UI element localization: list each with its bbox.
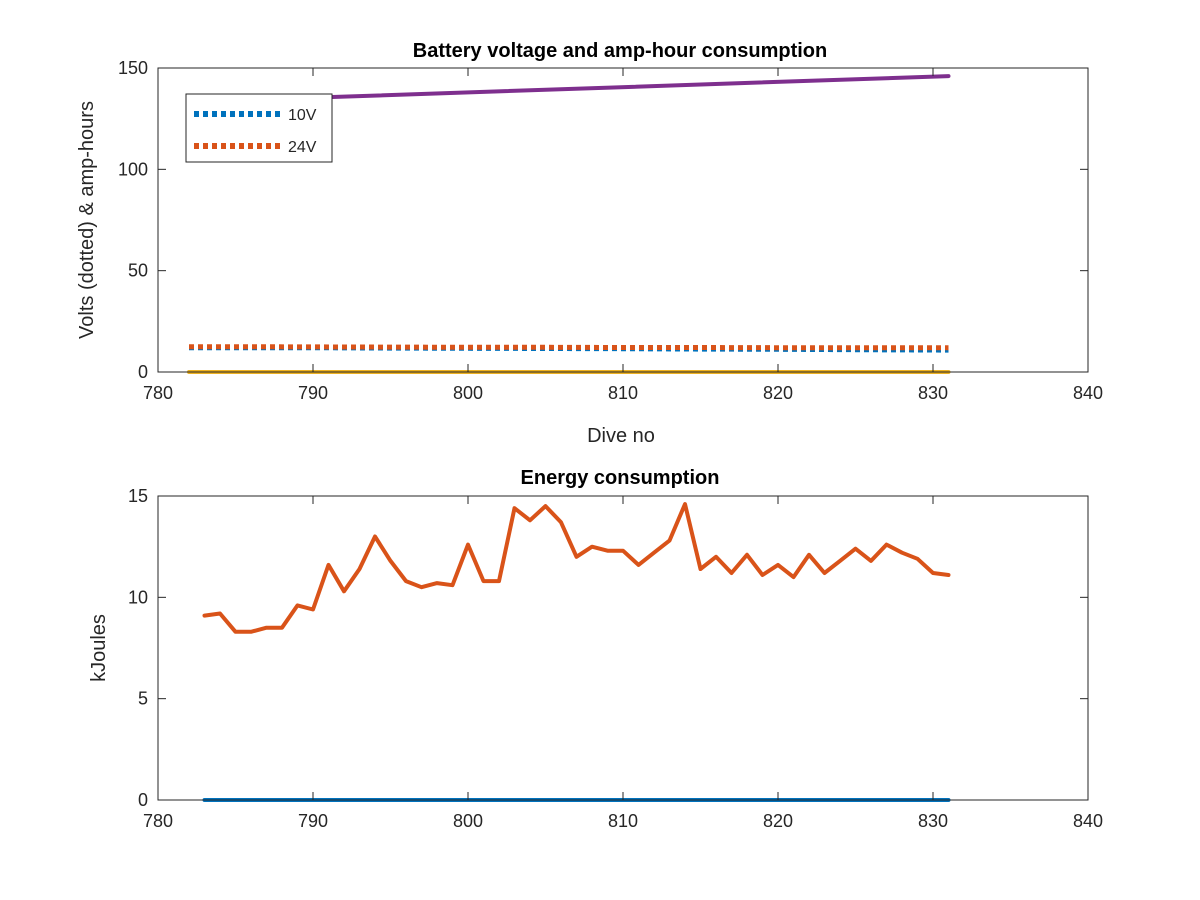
energy-ticks: 780 790 800 810 820 830 840 0 5 10 15: [128, 486, 1103, 831]
battery-series-3-line: [318, 74, 951, 100]
energy-y-tick-label: 10: [128, 587, 148, 607]
battery-x-tick-label: 810: [608, 383, 638, 403]
energy-y-tick-label: 0: [138, 790, 148, 810]
energy-x-tick-label: 790: [298, 811, 328, 831]
legend-box: [185, 93, 333, 163]
energy-chart: Energy consumption 780 790 800 810 820 830 840…: [88, 467, 1103, 831]
battery-x-tick-label: 830: [918, 383, 948, 403]
energy-x-tick-label: 830: [918, 811, 948, 831]
battery-x-tick-label: 840: [1073, 383, 1103, 403]
energy-x-tick-label: 820: [763, 811, 793, 831]
battery-x-tick-label: 820: [763, 383, 793, 403]
battery-y-tick-label: 150: [118, 58, 148, 78]
battery-x-axis-label: Dive no: [587, 425, 655, 447]
energy-x-tick-label: 840: [1073, 811, 1103, 831]
battery-y-tick-label: 100: [118, 159, 148, 179]
battery-series-24v-line: [189, 344, 949, 351]
energy-y-tick-label: 15: [128, 486, 148, 506]
legend-10v-label: 10V: [288, 107, 317, 124]
legend-24v-label: 24V: [288, 139, 317, 156]
energy-y-axis-label: kJoules: [88, 614, 110, 682]
battery-x-tick-label: 780: [143, 383, 173, 403]
battery-x-tick-label: 800: [453, 383, 483, 403]
energy-x-tick-label: 800: [453, 811, 483, 831]
battery-chart: Battery voltage and amp-hour consumption…: [76, 40, 1103, 447]
battery-y-axis-label: Volts (dotted) & amp-hours: [76, 101, 98, 339]
energy-y-tick-label: 5: [138, 689, 148, 709]
battery-y-tick-label: 50: [128, 261, 148, 281]
battery-legend: 10V 24V: [185, 93, 333, 163]
energy-series-1-line: [202, 502, 951, 634]
energy-x-tick-label: 810: [608, 811, 638, 831]
energy-chart-title: Energy consumption: [521, 467, 720, 489]
battery-ticks: 780 790 800 810 820 830 840 0 50 100 150: [118, 58, 1103, 403]
energy-x-tick-label: 780: [143, 811, 173, 831]
battery-y-tick-label: 0: [138, 362, 148, 382]
battery-chart-title: Battery voltage and amp-hour consumption: [413, 40, 827, 62]
battery-x-tick-label: 790: [298, 383, 328, 403]
